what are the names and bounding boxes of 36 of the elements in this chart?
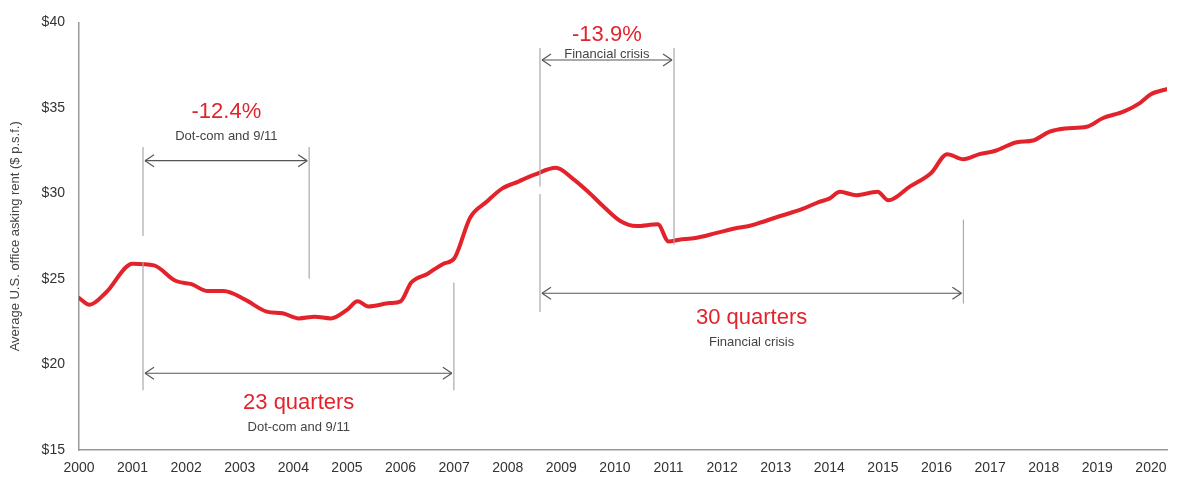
x-tick-label: 2015 [867, 459, 899, 476]
x-tick-label: 2017 [974, 459, 1006, 476]
x-tick-label: 2012 [706, 459, 738, 476]
x-tick-label: 2001 [116, 459, 149, 476]
y-tick-label: $15 [41, 441, 66, 458]
x-tick-label: 2000 [63, 459, 95, 476]
annotation: Financial crisis [564, 45, 650, 61]
x-tick-label: 2019 [1081, 459, 1114, 476]
annotation: Dot-com and 9/11 [175, 127, 278, 143]
x-tick-label: 2002 [170, 459, 202, 476]
y-tick-label: $20 [41, 355, 66, 372]
x-tick-label: 2003 [224, 459, 256, 476]
x-tick-label: 2005 [331, 459, 363, 476]
y-tick-label: $25 [41, 269, 66, 286]
x-tick-label: 2010 [599, 459, 631, 476]
annotation: Dot-com and 9/11 [247, 418, 350, 434]
x-tick-label: 2007 [438, 459, 470, 476]
x-tick-label: 2004 [277, 459, 310, 476]
annotation: -13.9% [572, 21, 642, 48]
x-tick-label: 2011 [653, 459, 684, 476]
y-tick-label: $40 [41, 13, 66, 30]
annotation: 30 quarters [695, 303, 808, 330]
y-tick-label: $35 [41, 98, 66, 115]
x-tick-label: 2016 [920, 459, 953, 476]
y-tick-label: $30 [41, 184, 66, 201]
annotation: 23 quarters [243, 389, 355, 416]
annotation: -12.4% [191, 98, 262, 125]
x-tick-label: 2006 [384, 459, 417, 476]
annotation: Financial crisis [708, 333, 795, 349]
x-tick-label: 2020 [1135, 459, 1167, 476]
x-tick-label: 2013 [760, 459, 792, 476]
y-axis-title: Average U.S. office asking rent ($ p.s.f.) [7, 121, 23, 352]
x-tick-label: 2008 [492, 459, 524, 476]
x-tick-label: 2014 [813, 459, 846, 476]
x-tick-label: 2018 [1028, 459, 1060, 476]
x-tick-label: 2009 [545, 459, 578, 476]
